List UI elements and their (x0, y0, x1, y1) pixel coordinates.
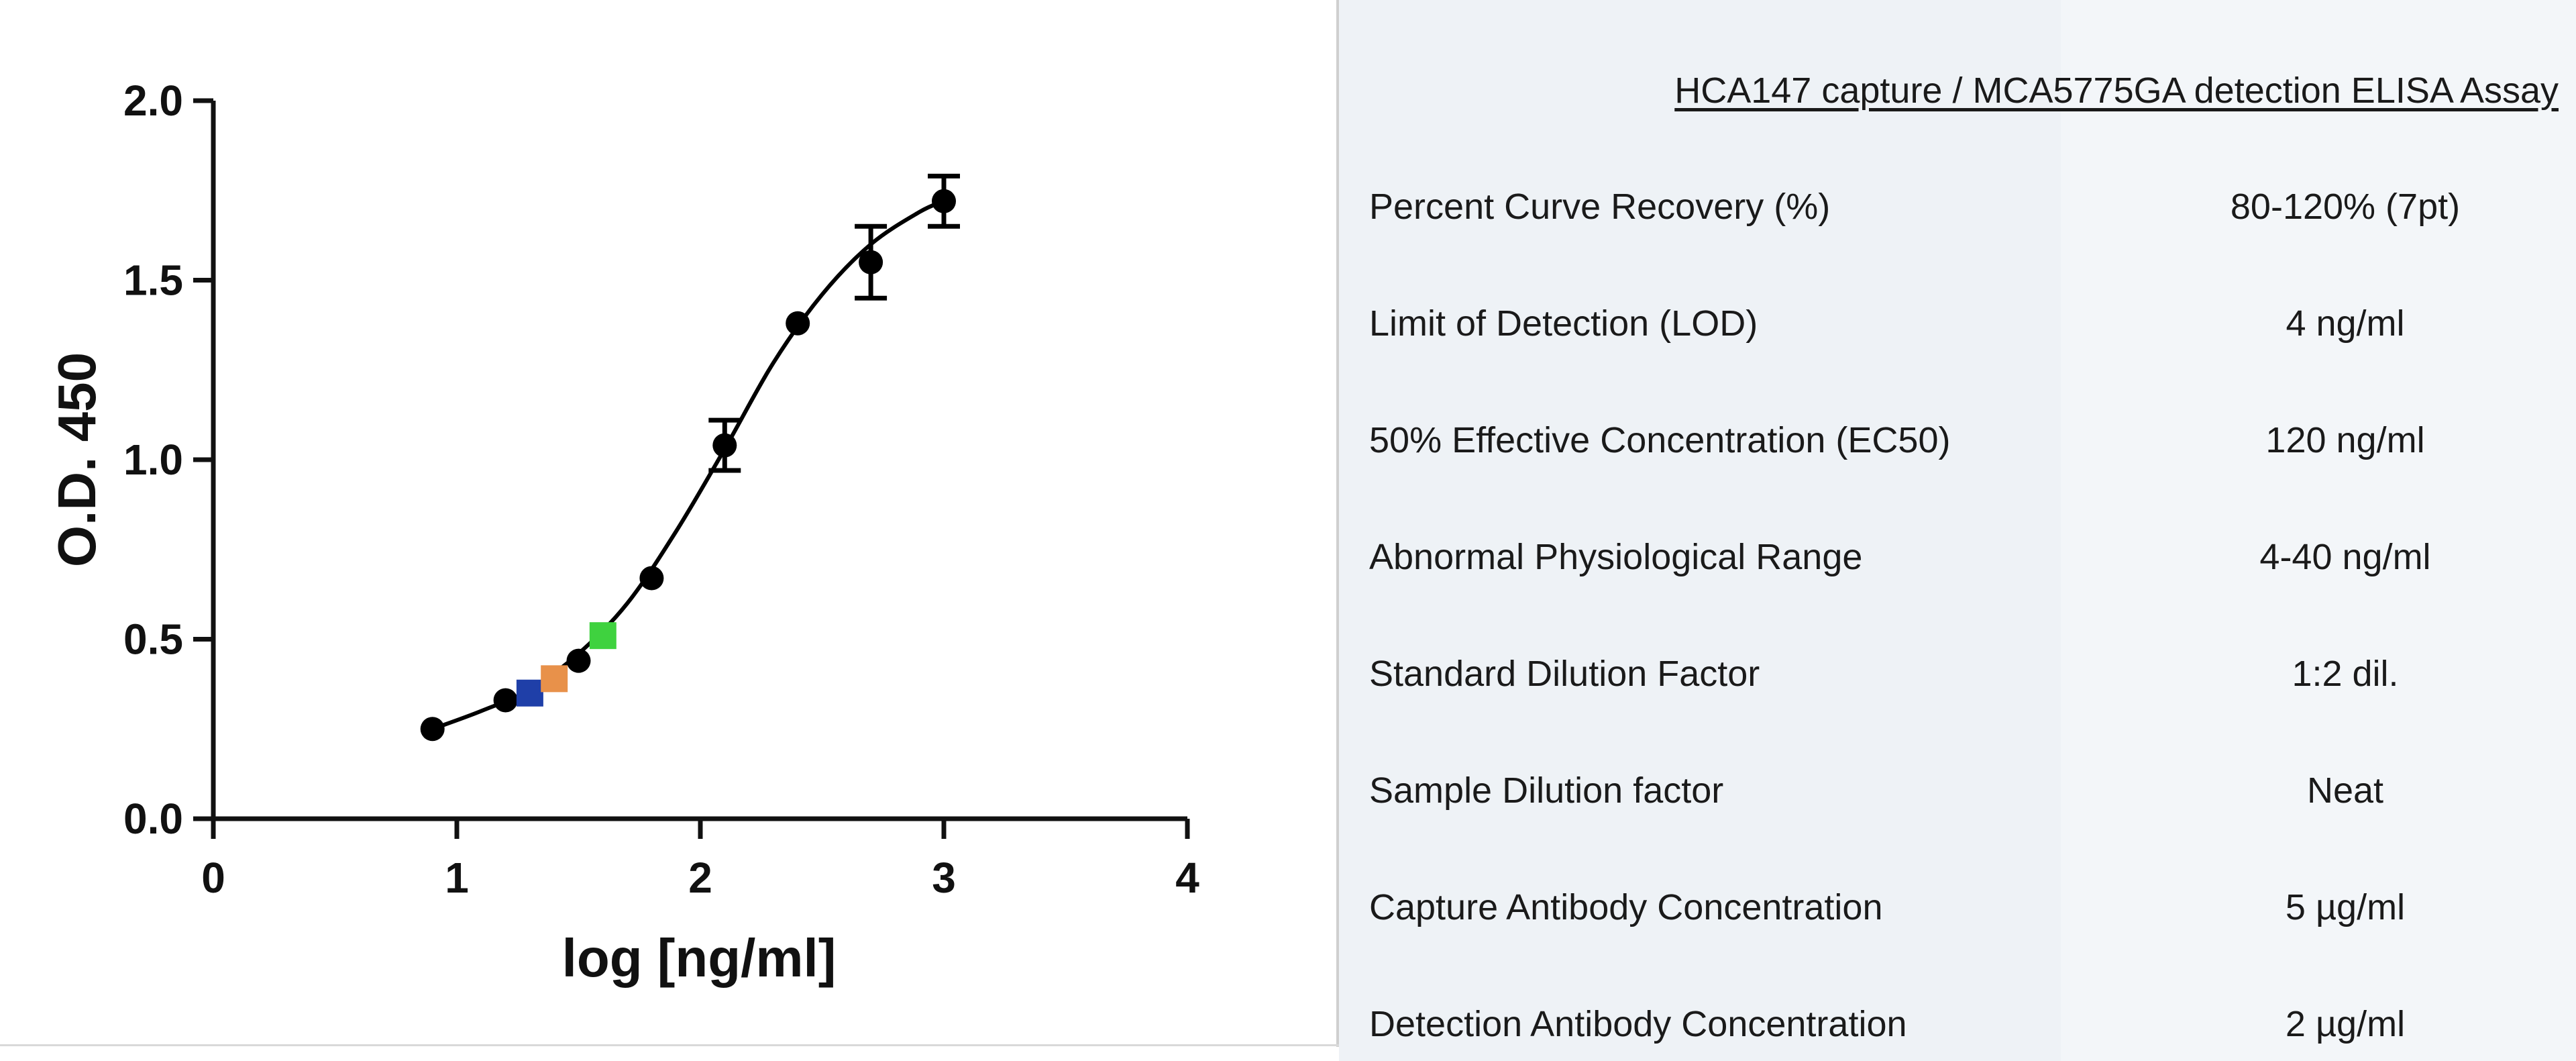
row-value: 80-120% (7pt) (2230, 187, 2461, 227)
sample-point (589, 622, 616, 650)
row-value: 5 µg/ml (2285, 887, 2406, 927)
value-column-background (2061, 0, 2576, 1061)
standard-point (639, 566, 664, 591)
row-label: 50% Effective Concentration (EC50) (1369, 420, 1951, 460)
row-label: Abnormal Physiological Range (1369, 537, 1863, 577)
x-tick-label: 4 (1175, 854, 1199, 902)
chart-bottom-border (0, 1044, 1339, 1046)
standard-point (859, 250, 883, 274)
table-row: Standard Dilution Factor 1:2 dil. (1339, 640, 2576, 707)
table-row: Capture Antibody Concentration 5 µg/ml (1339, 874, 2576, 941)
row-label: Standard Dilution Factor (1369, 654, 1760, 694)
y-tick-label: 0.0 (123, 795, 183, 843)
standard-point (566, 648, 591, 673)
fit-curve (431, 199, 945, 731)
y-tick-label: 1.5 (123, 256, 183, 305)
row-value: 120 ng/ml (2265, 420, 2425, 460)
sample-point (541, 665, 568, 693)
row-label: Percent Curve Recovery (%) (1369, 187, 1831, 227)
x-tick-label: 0 (201, 854, 225, 902)
row-value: Neat (2306, 770, 2384, 811)
axes: 0 1 2 3 4 0.0 0.5 1.0 1.5 2.0 (123, 77, 1199, 902)
standard-point (712, 433, 737, 458)
y-tick-label: 1.0 (123, 436, 183, 484)
table-row: 50% Effective Concentration (EC50) 120 n… (1339, 407, 2576, 474)
table-title: HCA147 capture / MCA5775GA detection ELI… (1674, 70, 2559, 111)
standard-point (493, 688, 518, 713)
data-points-layer (420, 173, 960, 742)
sample-point (516, 679, 543, 707)
y-tick-label: 0.5 (123, 615, 183, 664)
row-value: 4-40 ng/ml (2259, 537, 2431, 577)
row-label: Capture Antibody Concentration (1369, 887, 1883, 927)
row-value: 2 µg/ml (2285, 1004, 2406, 1044)
standard-point (420, 717, 445, 742)
x-axis-title: log [ng/ml] (562, 928, 837, 988)
x-tick-label: 1 (445, 854, 469, 902)
row-label: Detection Antibody Concentration (1369, 1004, 1907, 1044)
y-axis-title: O.D. 450 (47, 352, 107, 567)
row-label: Limit of Detection (LOD) (1369, 303, 1758, 344)
standard-point (932, 189, 956, 213)
row-value: 1:2 dil. (2292, 654, 2399, 694)
y-tick-label: 2.0 (123, 77, 183, 125)
fit-curve-layer (431, 199, 945, 731)
table-row: Limit of Detection (LOD) 4 ng/ml (1339, 290, 2576, 357)
standard-point (786, 311, 810, 336)
chart-panel: 0 1 2 3 4 0.0 0.5 1.0 1.5 2.0 log [ng/ml] O.D. 45… (47, 77, 1200, 988)
table-row: Abnormal Physiological Range 4-40 ng/ml (1339, 523, 2576, 591)
row-value: 4 ng/ml (2286, 303, 2405, 344)
x-tick-label: 3 (932, 854, 956, 902)
row-label: Sample Dilution factor (1369, 770, 1724, 811)
standard-curve-chart: 0 1 2 3 4 0.0 0.5 1.0 1.5 2.0 log [ng/ml] O.D. 45… (47, 77, 1199, 988)
table-row: Percent Curve Recovery (%) 80-120% (7pt) (1339, 173, 2576, 240)
table-row: Sample Dilution factor Neat (1339, 757, 2576, 824)
panel-divider (1336, 0, 1339, 1047)
assay-table: HCA147 capture / MCA5775GA detection ELI… (1339, 0, 2576, 1061)
table-row: Detection Antibody Concentration 2 µg/ml (1339, 991, 2576, 1058)
x-tick-label: 2 (688, 854, 712, 902)
